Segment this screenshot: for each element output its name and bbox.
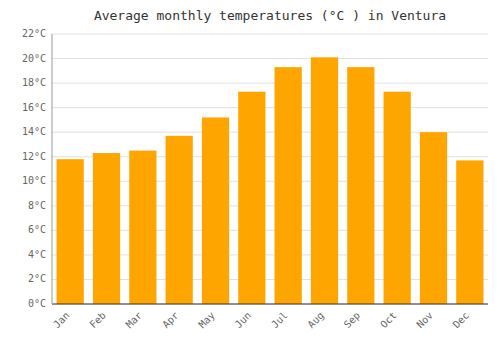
bar bbox=[311, 57, 338, 304]
bar bbox=[129, 151, 156, 304]
x-tick-label: Nov bbox=[414, 310, 435, 331]
y-tick-label: 6°C bbox=[28, 224, 46, 235]
y-tick-label: 0°C bbox=[28, 298, 46, 309]
y-tick-label: 22°C bbox=[22, 28, 46, 39]
title: Average monthly temperatures (°C ) in Ve… bbox=[94, 8, 446, 23]
x-tick-label: Dec bbox=[451, 310, 472, 331]
x-tick-label: May bbox=[196, 310, 217, 331]
x-tick-label: Sep bbox=[342, 310, 363, 331]
y-tick-label: 4°C bbox=[28, 249, 46, 260]
grid-line bbox=[52, 107, 488, 108]
bar bbox=[275, 67, 302, 304]
bar bbox=[347, 67, 374, 304]
y-tick-label: 16°C bbox=[22, 102, 46, 113]
x-axis-line bbox=[52, 304, 488, 305]
bar bbox=[456, 160, 483, 304]
x-tick-label: Jul bbox=[269, 310, 290, 331]
y-axis: 0°C 2°C 4°C 6°C 8°C 10°C 12°C 14°C 16°C 18°C 20°C 2… bbox=[22, 28, 46, 309]
x-tick-label: Mar bbox=[124, 310, 145, 331]
y-tick-label: 2°C bbox=[28, 273, 46, 284]
chart: 0°C 2°C 4°C 6°C 8°C 10°C 12°C 14°C 16°C 18°C 20°C 2… bbox=[0, 0, 500, 350]
y-axis-line bbox=[52, 34, 53, 304]
bar bbox=[93, 153, 120, 304]
x-tick-label: Apr bbox=[160, 310, 181, 331]
x-axis: Jan Feb Mar Apr May Jun Jul Aug Sep Oct Nov Dec bbox=[51, 34, 488, 330]
grid-line bbox=[52, 34, 488, 35]
y-tick-label: 10°C bbox=[22, 175, 46, 186]
bar bbox=[57, 159, 84, 304]
x-tick-label: Aug bbox=[305, 310, 326, 331]
y-tick-label: 8°C bbox=[28, 200, 46, 211]
bar bbox=[166, 136, 193, 304]
grid-line bbox=[52, 58, 488, 59]
bar bbox=[202, 117, 229, 304]
x-tick-label: Feb bbox=[87, 310, 108, 331]
grid-line bbox=[52, 304, 488, 305]
bars bbox=[57, 57, 484, 304]
bar bbox=[238, 92, 265, 304]
x-tick-label: Jun bbox=[233, 310, 254, 331]
x-tick-label: Oct bbox=[378, 310, 399, 331]
y-tick-label: 20°C bbox=[22, 53, 46, 64]
y-tick-label: 12°C bbox=[22, 151, 46, 162]
bar bbox=[420, 132, 447, 304]
chart-container: 0°C 2°C 4°C 6°C 8°C 10°C 12°C 14°C 16°C 18°C 20°C 2… bbox=[0, 0, 500, 350]
grid-line bbox=[52, 83, 488, 84]
x-tick-label: Jan bbox=[51, 310, 72, 331]
bar bbox=[384, 92, 411, 304]
grid bbox=[52, 34, 488, 304]
y-tick-label: 18°C bbox=[22, 77, 46, 88]
y-tick-label: 14°C bbox=[22, 126, 46, 137]
